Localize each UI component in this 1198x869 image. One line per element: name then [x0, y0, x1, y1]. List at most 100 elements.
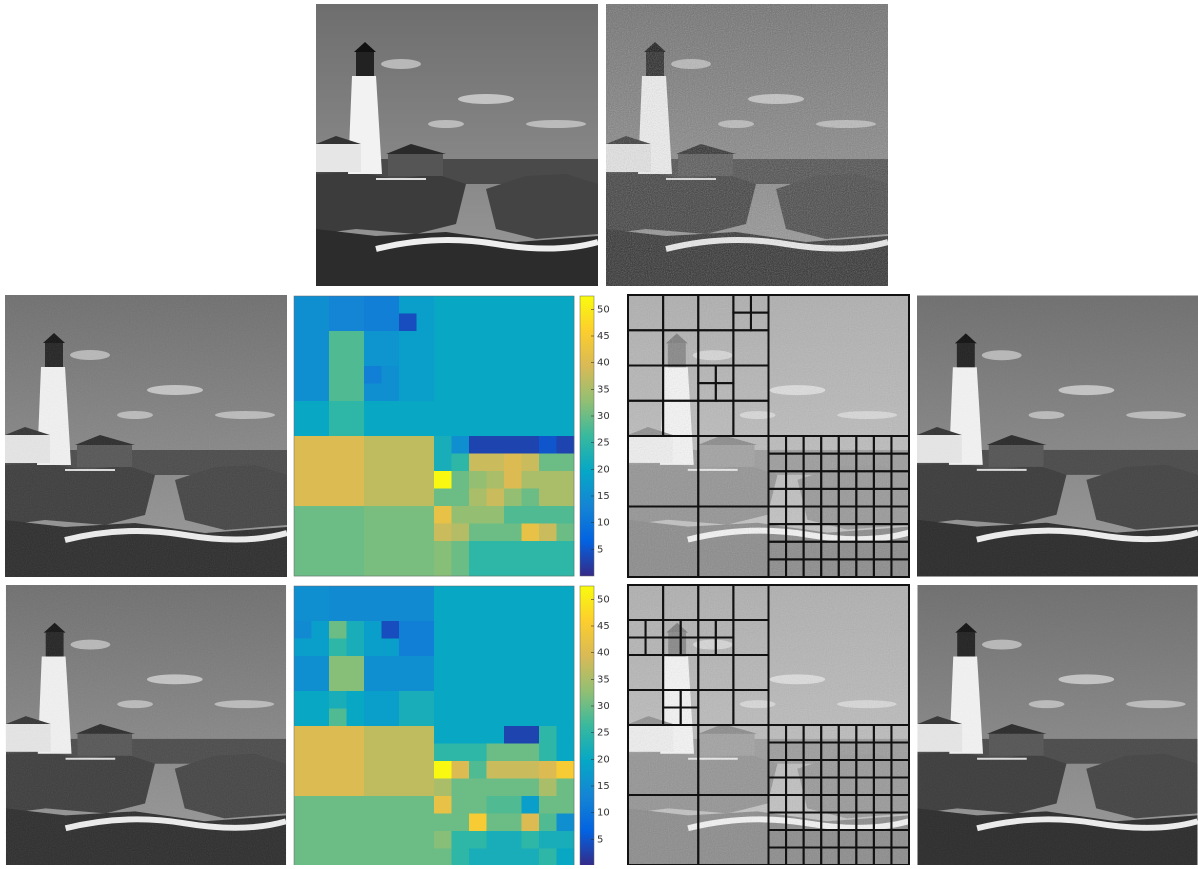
heatmap-cell	[294, 586, 329, 621]
heatmap-cell	[452, 489, 470, 507]
heatmap-cell	[504, 471, 522, 489]
denoised-image	[5, 585, 287, 865]
heatmap-cell	[487, 541, 505, 559]
heatmap-cell	[539, 471, 557, 489]
heatmap-cell	[434, 524, 452, 542]
heatmap-cell	[382, 639, 400, 657]
heatmap-cell	[399, 656, 434, 691]
colorbar-tick-label: 50	[597, 594, 610, 605]
heatmap-cell	[399, 401, 434, 436]
heatmap-cell	[539, 454, 557, 472]
colorbar-tick-label: 10	[597, 518, 610, 529]
heatmap-cell	[504, 436, 522, 454]
heatmap-cell	[522, 454, 540, 472]
heatmap-cell	[364, 384, 382, 402]
colorbar-tick-label: 25	[597, 728, 610, 739]
colorbar-tick-label: 35	[597, 674, 610, 685]
heatmap-cell	[469, 744, 487, 762]
heatmap-cell	[399, 691, 434, 726]
heatmap-cell	[539, 814, 557, 832]
heatmap-cell	[452, 506, 470, 524]
heatmap-cell	[469, 506, 487, 524]
heatmap-cell	[294, 726, 364, 796]
heatmap-cell	[539, 524, 557, 542]
heatmap-cell	[364, 506, 434, 576]
heatmap-cell	[539, 761, 557, 779]
heatmap-cell	[452, 831, 470, 849]
heatmap-cell	[452, 744, 470, 762]
heatmap-cell	[294, 656, 329, 691]
heatmap-cell	[364, 296, 399, 331]
heatmap-cell	[294, 296, 329, 331]
heatmap-cell	[434, 761, 452, 779]
heatmap-cell	[487, 559, 505, 577]
original-image	[316, 4, 598, 286]
heatmap-cell	[522, 831, 540, 849]
heatmap-cell	[434, 541, 452, 559]
heatmap-cell	[452, 726, 470, 744]
heatmap-cell	[347, 621, 365, 639]
heatmap-cell	[504, 849, 522, 866]
heatmap-cell	[557, 814, 575, 832]
heatmap-cell	[469, 796, 487, 814]
colorbar-tick-label: 35	[597, 384, 610, 395]
heatmap-cell	[434, 454, 452, 472]
heatmap-cell	[312, 639, 330, 657]
heatmap-cell	[329, 366, 364, 401]
heatmap-cell	[504, 744, 522, 762]
heatmap-cell	[522, 506, 540, 524]
heatmap-cell	[329, 296, 364, 331]
heatmap-cell	[487, 849, 505, 866]
heatmap-cell	[539, 489, 557, 507]
heatmap-cell	[294, 796, 364, 865]
heatmap-cell	[399, 296, 417, 314]
heatmap-cell	[399, 586, 434, 621]
heatmap-cell	[504, 796, 522, 814]
heatmap-cell	[522, 489, 540, 507]
heatmap-cell	[557, 796, 575, 814]
colorbar-tick-label: 50	[597, 304, 610, 315]
heatmap-cell	[364, 691, 399, 726]
heatmap-cell	[487, 779, 505, 797]
heatmap-cell	[487, 524, 505, 542]
heatmap-cell	[329, 639, 347, 657]
heatmap-cell	[522, 814, 540, 832]
heatmap-cell	[469, 489, 487, 507]
colorbar-tick-label: 15	[597, 781, 610, 792]
heatmap-cell	[504, 541, 522, 559]
heatmap-cell	[557, 559, 575, 577]
colorbar-tick-label: 25	[597, 438, 610, 449]
heatmap-cell	[329, 691, 347, 709]
colorbar-tick-label: 10	[597, 808, 610, 819]
heatmap-cell	[469, 761, 487, 779]
heatmap-cell	[522, 559, 540, 577]
heatmap-cell	[452, 436, 470, 454]
heatmap-cell	[364, 331, 399, 366]
heatmap-cell	[434, 779, 452, 797]
heatmap-cell	[364, 401, 399, 436]
heatmap-cell	[452, 814, 470, 832]
heatmap-cell	[487, 436, 505, 454]
heatmap-cell	[452, 454, 470, 472]
heatmap-cell	[399, 621, 434, 656]
heatmap-cell	[522, 524, 540, 542]
heatmap-cell	[487, 814, 505, 832]
heatmap-cell	[434, 814, 452, 832]
heatmap-cell	[539, 559, 557, 577]
heatmap-cell	[329, 709, 347, 727]
heatmap-cell	[452, 471, 470, 489]
heatmap-cell	[504, 524, 522, 542]
heatmap-cell	[557, 541, 575, 559]
heatmap-cell	[504, 831, 522, 849]
heatmap-cell	[399, 314, 417, 332]
heatmap-cell	[504, 779, 522, 797]
heatmap-cell	[382, 384, 400, 402]
heatmap-cell	[434, 831, 452, 849]
heatmap-cell	[469, 454, 487, 472]
heatmap-cell	[364, 366, 382, 384]
heatmap-cell	[522, 436, 540, 454]
heatmap-cell	[382, 621, 400, 639]
heatmap-cell	[417, 314, 435, 332]
heatmap-cell	[522, 744, 540, 762]
colorbar-tick-label: 45	[597, 621, 610, 632]
